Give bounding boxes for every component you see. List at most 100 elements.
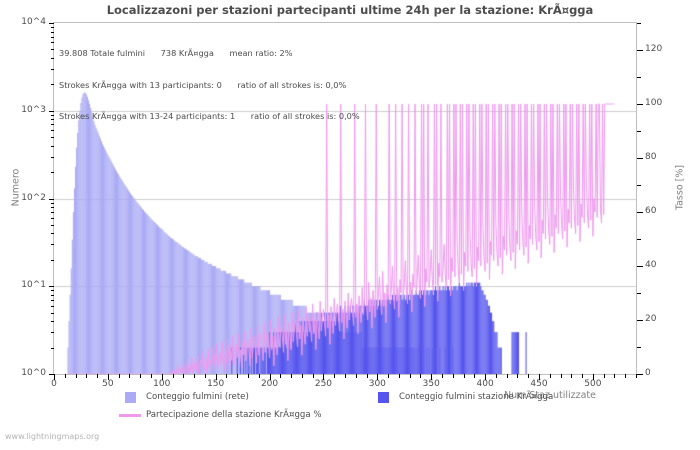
y-axis-left-tick: 10^3: [21, 104, 46, 115]
y-axis-right-tick: 0: [645, 368, 651, 378]
x-axis-minor-tickmark: [636, 374, 637, 378]
y-axis-right-tickmark: [637, 374, 643, 375]
x-axis-tick: 450: [530, 379, 548, 389]
annotation-block: 39.808 Totale fulmini 738 KrÃ¤gga mean r…: [59, 27, 479, 143]
chart-legend: Conteggio fulmini (rete) Conteggio fulmi…: [0, 388, 700, 428]
x-axis-minor-tickmark: [151, 374, 152, 378]
x-axis-minor-tickmark: [226, 374, 227, 378]
x-axis-minor-tickmark: [496, 374, 497, 378]
x-axis-tickmark: [216, 374, 217, 380]
x-axis-minor-tickmark: [183, 374, 184, 378]
y-axis-left-minor-tickmark: [51, 27, 54, 28]
y-axis-left-tick: 10^1: [21, 280, 46, 291]
x-axis-minor-tickmark: [291, 374, 292, 378]
y-axis-right-tickmark: [637, 266, 643, 267]
x-axis-tick: 200: [260, 379, 279, 389]
y-axis-left-tick: 10^4: [21, 17, 46, 27]
y-axis-left-minor-tickmark: [51, 130, 54, 131]
y-axis-right-minor-tickmark: [637, 23, 641, 24]
y-axis-left-tickmark: [49, 374, 54, 375]
x-axis-minor-tickmark: [259, 374, 260, 378]
x-axis-label: Num Staz utilizzate: [503, 390, 596, 401]
y-axis-left-minor-tickmark: [51, 124, 54, 125]
y-axis-left-minor-tickmark: [51, 212, 54, 213]
x-axis-minor-tickmark: [625, 374, 626, 378]
legend-item-participation[interactable]: Partecipazione della stazione KrÃ¤gga %: [119, 410, 322, 420]
x-axis-minor-tickmark: [237, 374, 238, 378]
x-axis-tickmark: [539, 374, 540, 380]
y-axis-left-minor-tickmark: [51, 146, 54, 147]
x-axis-tick: 250: [314, 379, 333, 389]
x-axis-minor-tickmark: [507, 374, 508, 378]
x-axis-tickmark: [323, 374, 324, 380]
y-axis-right-tick: 80: [645, 152, 657, 162]
y-axis-left-minor-tickmark: [51, 32, 54, 33]
x-axis-minor-tickmark: [86, 374, 87, 378]
y-axis-left-minor-tickmark: [51, 115, 54, 116]
y-axis-right-tickmark: [637, 50, 643, 51]
x-axis-tickmark: [593, 374, 594, 380]
y-axis-right-minor-tickmark: [637, 293, 641, 294]
y-axis-left-tickmark: [49, 111, 54, 112]
x-axis-minor-tickmark: [76, 374, 77, 378]
x-axis-tickmark: [108, 374, 109, 380]
annotation-line-2: Strokes KrÃ¤gga with 13 participants: 0 …: [59, 79, 347, 90]
annotation-line-1: 39.808 Totale fulmini 738 KrÃ¤gga mean r…: [59, 48, 293, 58]
legend-item-network[interactable]: Conteggio fulmini (rete): [125, 392, 249, 403]
x-axis-tick: 400: [476, 379, 494, 389]
y-axis-right-minor-tickmark: [637, 77, 641, 78]
y-axis-left-minor-tickmark: [51, 172, 54, 173]
y-axis-left-label: Numero: [10, 168, 22, 207]
y-axis-right-label: Tasso [%]: [674, 164, 686, 211]
legend-swatch-network: [125, 392, 136, 403]
y-axis-right-tickmark: [637, 104, 643, 105]
x-axis-tickmark: [162, 374, 163, 380]
x-axis-minor-tickmark: [582, 374, 583, 378]
y-axis-left-minor-tickmark: [51, 233, 54, 234]
x-axis-minor-tickmark: [517, 374, 518, 378]
x-axis-minor-tickmark: [129, 374, 130, 378]
x-axis-tickmark: [270, 374, 271, 380]
y-axis-right-minor-tickmark: [637, 131, 641, 132]
y-axis-right-tick: 40: [645, 260, 657, 270]
x-axis-minor-tickmark: [356, 374, 357, 378]
x-axis-minor-tickmark: [205, 374, 206, 378]
y-axis-right-tick: 120: [645, 44, 663, 54]
y-axis-right-tickmark: [637, 158, 643, 159]
x-axis-tickmark: [377, 374, 378, 380]
x-axis-tickmark: [54, 374, 55, 380]
y-axis-right-minor-tickmark: [637, 347, 641, 348]
y-axis-left-minor-tickmark: [51, 295, 54, 296]
y-axis-left-minor-tickmark: [51, 137, 54, 138]
x-axis-minor-tickmark: [420, 374, 421, 378]
x-axis-minor-tickmark: [442, 374, 443, 378]
legend-label-network: Conteggio fulmini (rete): [146, 392, 249, 402]
legend-item-station[interactable]: Conteggio fulmini stazione KrÃ¤gga: [378, 392, 554, 403]
x-axis-tick: 150: [207, 379, 225, 389]
x-axis-minor-tickmark: [388, 374, 389, 378]
y-axis-left-minor-tickmark: [51, 218, 54, 219]
x-axis-minor-tickmark: [528, 374, 529, 378]
x-axis-minor-tickmark: [173, 374, 174, 378]
annotation-line-3: Strokes KrÃ¤gga with 13-24 participants:…: [59, 111, 360, 121]
x-axis-minor-tickmark: [313, 374, 314, 378]
y-axis-left-tick: 10^2: [21, 192, 46, 203]
y-axis-left-minor-tickmark: [51, 37, 54, 38]
legend-label-station: Conteggio fulmini stazione KrÃ¤gga: [399, 392, 554, 402]
x-axis-minor-tickmark: [561, 374, 562, 378]
y-axis-left-minor-tickmark: [51, 203, 54, 204]
y-axis-right-minor-tickmark: [637, 239, 641, 240]
y-axis-right-tickmark: [637, 212, 643, 213]
x-axis-minor-tickmark: [140, 374, 141, 378]
y-axis-left-minor-tickmark: [51, 49, 54, 50]
x-axis-minor-tickmark: [119, 374, 120, 378]
legend-label-participation: Partecipazione della stazione KrÃ¤gga %: [146, 410, 322, 420]
x-axis-minor-tickmark: [464, 374, 465, 378]
x-axis-minor-tickmark: [614, 374, 615, 378]
x-axis-minor-tickmark: [248, 374, 249, 378]
x-axis-minor-tickmark: [399, 374, 400, 378]
y-axis-left-tickmark: [49, 23, 54, 24]
plot-canvas: [54, 23, 636, 374]
x-axis-minor-tickmark: [571, 374, 572, 378]
